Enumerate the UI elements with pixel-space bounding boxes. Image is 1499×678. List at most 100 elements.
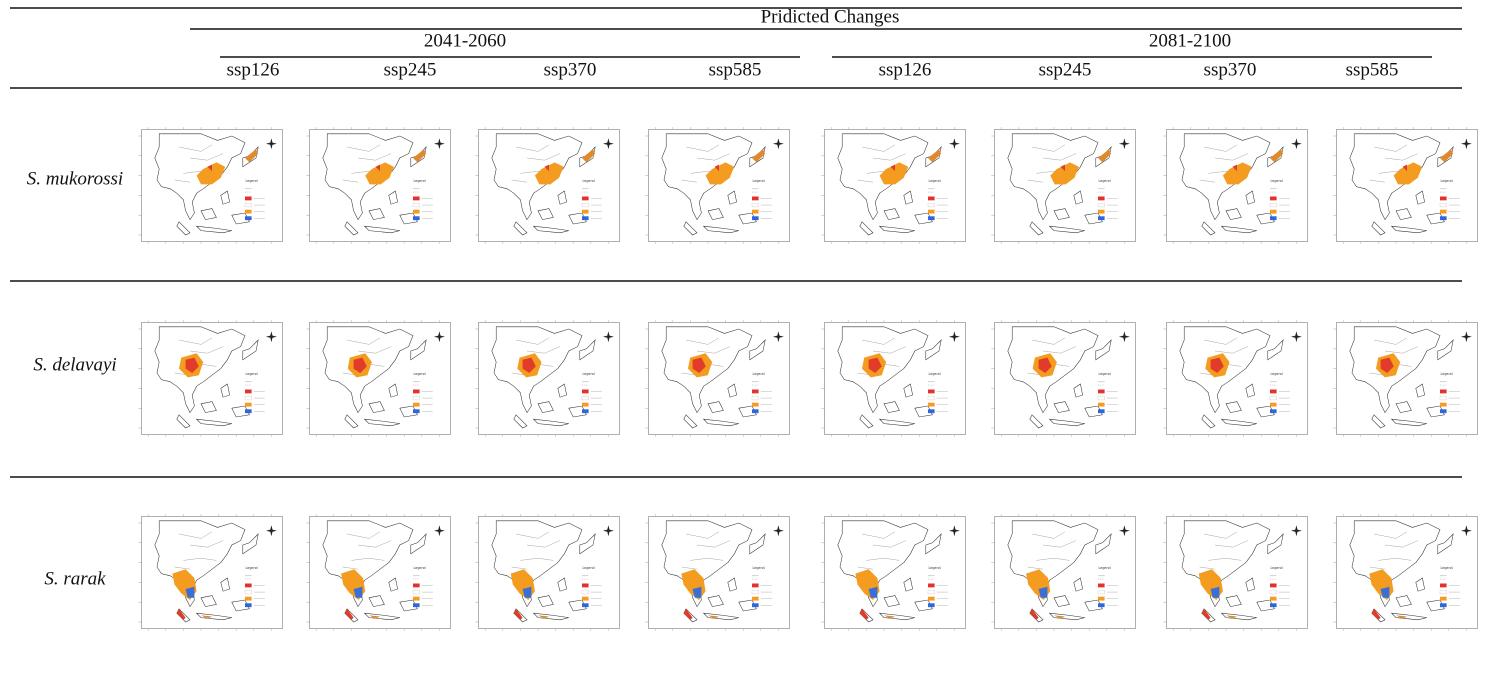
north-arrow	[948, 138, 960, 150]
land	[749, 533, 766, 555]
legend-swatch	[752, 216, 759, 221]
range-area	[207, 164, 212, 172]
island	[903, 383, 913, 398]
map-legend-title: Legend	[929, 179, 941, 183]
island	[568, 212, 587, 225]
island	[532, 225, 569, 234]
range-area	[513, 608, 523, 620]
range-area	[1222, 162, 1252, 185]
legend-swatch	[413, 196, 420, 201]
legend-swatch	[582, 389, 589, 394]
map-panel: Legend	[138, 127, 283, 244]
map-legend-title: Legend	[1099, 566, 1111, 570]
island	[368, 595, 385, 607]
legend-swatch	[928, 389, 935, 394]
island	[1073, 577, 1083, 592]
island	[1084, 405, 1103, 418]
north-arrow	[1290, 525, 1302, 537]
legend-swatch	[1097, 589, 1105, 595]
island	[176, 221, 191, 236]
legend-swatch	[1270, 583, 1277, 588]
island	[1395, 595, 1412, 607]
legend-swatch	[245, 216, 252, 221]
range-area	[1396, 615, 1407, 619]
land	[925, 533, 942, 555]
legend-swatch	[1270, 389, 1277, 394]
province-lines	[1369, 531, 1419, 570]
island	[1225, 208, 1242, 220]
scenario-label: ssp126	[227, 59, 280, 80]
island	[368, 401, 385, 413]
north-arrow	[602, 331, 614, 343]
map-legend-title: Legend	[583, 566, 595, 570]
map-panel: Legend	[138, 320, 283, 437]
island	[1225, 401, 1242, 413]
legend-swatch	[1440, 583, 1447, 588]
map-legend-title: Legend	[246, 179, 258, 183]
range-area	[1232, 164, 1237, 172]
island	[859, 221, 874, 236]
province-lines	[511, 531, 561, 570]
legend-swatch	[1098, 389, 1105, 394]
legend-swatch	[1098, 402, 1105, 407]
island	[1048, 225, 1085, 234]
range-area	[1038, 357, 1052, 373]
north-arrow	[265, 138, 277, 150]
island	[1053, 595, 1070, 607]
map-legend-title: Legend	[246, 372, 258, 376]
map-legend-title: Legend	[1271, 372, 1283, 376]
legend-swatch	[413, 209, 420, 214]
land	[242, 339, 259, 361]
map-legend-title: Legend	[753, 372, 765, 376]
legend-swatch	[928, 216, 935, 221]
legend-swatch	[582, 209, 589, 214]
range-area	[1440, 149, 1454, 163]
range-area	[1393, 162, 1423, 185]
island	[1053, 208, 1070, 220]
legend-swatch	[1270, 596, 1277, 601]
legend-swatch	[582, 216, 589, 221]
island	[1426, 212, 1445, 225]
legend-swatch	[1269, 202, 1277, 208]
island	[363, 225, 400, 234]
north-arrow	[772, 138, 784, 150]
legend-swatch	[1098, 216, 1105, 221]
legend-swatch	[1269, 395, 1277, 401]
range-area	[185, 586, 195, 598]
range-area	[1054, 615, 1065, 619]
island	[1426, 405, 1445, 418]
legend-swatch	[928, 596, 935, 601]
island	[683, 414, 698, 429]
map-panel: Legend	[1333, 320, 1478, 437]
land	[242, 533, 259, 555]
island	[1225, 595, 1242, 607]
island	[399, 405, 418, 418]
map-panel: Legend	[991, 127, 1136, 244]
range-area	[705, 162, 735, 185]
island	[1395, 401, 1412, 413]
island	[1220, 612, 1257, 621]
range-area	[353, 357, 367, 373]
island	[914, 212, 933, 225]
province-lines	[857, 144, 907, 183]
island	[878, 612, 915, 621]
legend-swatch	[927, 395, 935, 401]
range-area	[1210, 586, 1220, 598]
island	[707, 595, 724, 607]
island	[195, 612, 232, 621]
island	[1415, 577, 1425, 592]
province-lines	[1369, 337, 1419, 376]
province-lines	[1027, 337, 1077, 376]
north-arrow	[1290, 138, 1302, 150]
legend-swatch	[752, 389, 759, 394]
map-legend-title: Legend	[753, 179, 765, 183]
header-title: Pridicted Changes	[761, 6, 900, 27]
legend-swatch	[245, 196, 252, 201]
island	[1201, 414, 1216, 429]
range-area	[1210, 357, 1224, 373]
map-panel: Legend	[991, 514, 1136, 631]
north-arrow	[772, 525, 784, 537]
map-legend-title: Legend	[414, 179, 426, 183]
island	[1245, 190, 1255, 205]
island	[702, 612, 739, 621]
